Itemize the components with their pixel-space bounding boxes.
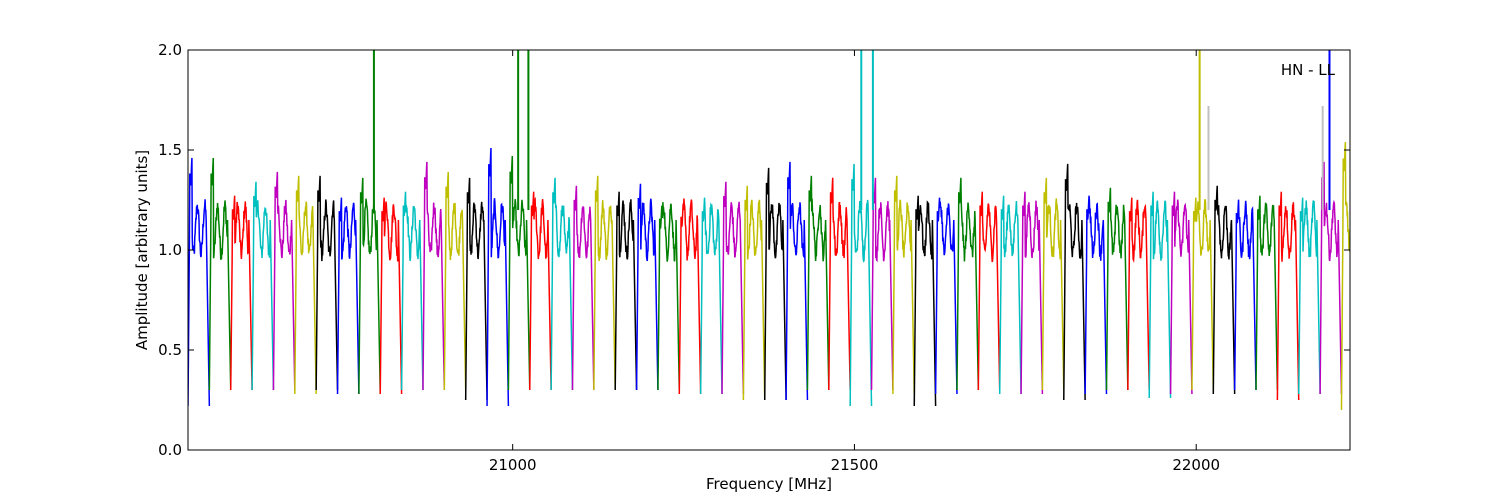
spectrum-segment (400, 191, 424, 391)
spectrum-segment (1191, 197, 1215, 391)
spectrum-segment (763, 167, 787, 401)
spectrum-segment (294, 175, 317, 395)
x-tick-label: 21000 (489, 456, 537, 474)
spectrum-segment (1276, 191, 1300, 401)
spectrum-segment (635, 183, 659, 391)
plot-frame (187, 49, 1351, 451)
spectrum-segment (208, 157, 232, 391)
spectrum-segment (913, 195, 937, 407)
x-axis: 21000 21500 22000 (489, 50, 1220, 474)
x-tick-label: 21500 (831, 456, 879, 474)
spectrum-segment (1020, 191, 1044, 395)
spectrum-segment (229, 195, 253, 391)
spectrum-segment (571, 185, 595, 391)
y-tick-label: 1.0 (158, 241, 182, 259)
spectrum-segment (657, 202, 681, 391)
y-axis-title: Amplitude [arbitrary units] (133, 150, 151, 350)
spectrum-segment (1255, 195, 1279, 391)
spectrum-segment (550, 177, 574, 391)
spectrum-segment (486, 147, 510, 407)
y-axis: 0.0 0.5 1.0 1.5 2.0 (158, 41, 1350, 459)
spectrum-segment (1233, 199, 1257, 391)
spectrum-segment (1041, 177, 1065, 391)
spectrum-segment (272, 171, 296, 391)
spectrum-segment (699, 197, 723, 395)
spectrum-segment (593, 175, 616, 391)
spectrum-segment (742, 185, 766, 401)
spectrum-segment (422, 161, 446, 391)
trace-group (188, 142, 1350, 411)
spectrum-segment (1084, 195, 1108, 395)
y-tick-label: 0.5 (158, 341, 182, 359)
spectrum-segment (828, 177, 851, 391)
spectrum-segment (870, 177, 894, 391)
spectrum-segment (614, 191, 638, 391)
spectrum-segment (251, 181, 275, 391)
spectrum-segment (188, 157, 211, 407)
spectrum-segment (998, 195, 1022, 395)
spectrum-segment (806, 175, 830, 391)
y-tick-label: 1.5 (158, 141, 182, 159)
spectrum-segment (1212, 185, 1236, 395)
x-axis-title: Frequency [MHz] (706, 475, 832, 493)
spectrum-segment (358, 177, 381, 395)
spectrum-segment (892, 175, 915, 395)
spectrum-segment (336, 197, 360, 395)
spectrum-segment (1319, 161, 1343, 395)
spectrum-segment (849, 163, 873, 407)
spectrum-segment (1340, 142, 1350, 411)
spectrum-segment (1127, 197, 1150, 391)
spectrum-segment (1169, 191, 1193, 395)
spike-group (372, 50, 1331, 210)
spectrum-segment (977, 191, 1001, 391)
spectrum-segment (379, 197, 403, 395)
spectrum-segment (934, 197, 958, 395)
spectrum-segment (956, 177, 980, 391)
spectrum-segment (721, 181, 745, 395)
spectrum-segment (1297, 197, 1321, 395)
spectrum-segment (785, 161, 809, 401)
baseline-annotation: HN - LL (1281, 61, 1336, 79)
spectrum-segment (315, 175, 339, 391)
spectrum-segment (678, 198, 702, 395)
spectrum-segment (464, 177, 488, 401)
y-tick-label: 2.0 (158, 41, 182, 59)
y-tick-label: 0.0 (158, 441, 182, 459)
spectrum-segment (529, 191, 552, 391)
spectrum-segment (1148, 191, 1172, 399)
spectrum-segment (443, 171, 467, 391)
x-tick-label: 22000 (1172, 456, 1220, 474)
spectrum-segment (1105, 187, 1129, 391)
spectrum-segment (507, 155, 531, 391)
spectrum-segment (1063, 163, 1086, 401)
